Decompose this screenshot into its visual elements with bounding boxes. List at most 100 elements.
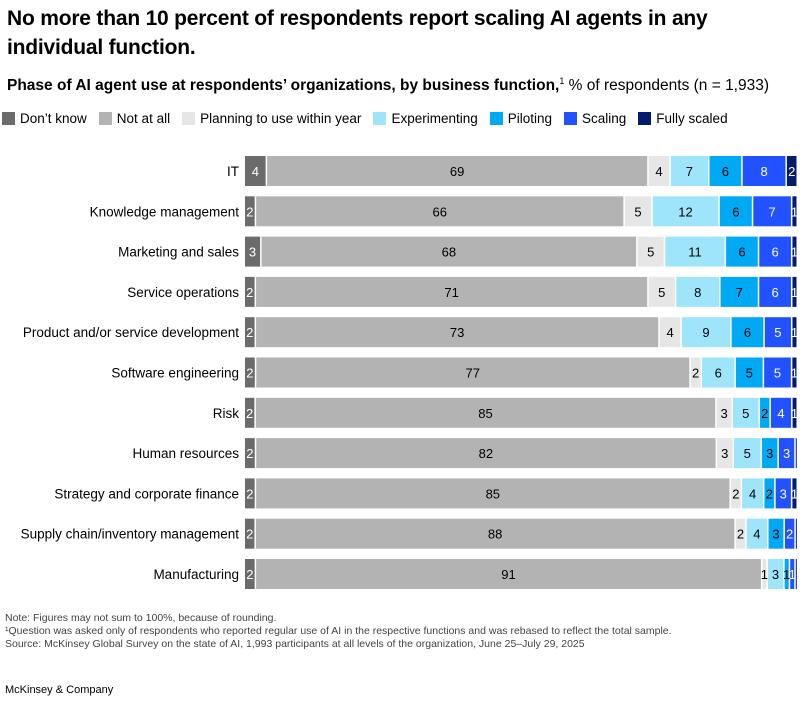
data-label: 1 [791,486,798,501]
legend-swatch [489,112,503,125]
notes: Note: Figures may not sum to 100%, becau… [5,612,672,651]
bar-segment [676,276,720,307]
bar-segment [245,276,255,307]
legend-label: Don’t know [20,111,87,126]
data-label: 6 [722,164,729,179]
legend-label: Not at all [116,111,171,126]
bar-segment [665,236,725,267]
bar-segment [256,478,730,509]
bar-segment [792,357,797,388]
data-label: 4 [753,527,760,542]
data-label: 4 [655,164,662,179]
data-label: 1 [791,245,798,260]
bar-segment [256,357,690,388]
data-label: 3 [249,245,256,260]
data-label: 1 [783,567,790,582]
data-label: 5 [746,366,753,381]
bar-segment [648,156,670,186]
legend-swatch [2,112,15,125]
category-label: Manufacturing [153,567,239,582]
legend-swatch [182,112,196,125]
category-label: Supply chain/inventory management [21,527,240,542]
bar-segment [746,518,768,549]
data-label: 5 [744,446,751,461]
data-label: 4 [666,325,673,340]
data-label: 2 [246,204,253,219]
category-label: Risk [213,406,239,421]
data-label: 3 [783,446,790,461]
data-label: 2 [761,406,768,421]
legend-label: Piloting [507,111,553,126]
bar-segment [760,397,770,428]
bar-segment [795,518,797,549]
data-label: 71 [444,285,458,300]
legend-label: Experimenting [391,111,478,126]
bar-segment [759,236,791,267]
bar-segment [256,438,716,469]
bar-segment [768,518,784,549]
data-label: 3 [766,446,773,461]
data-label: 5 [742,406,749,421]
bar-segment [681,317,731,348]
bar-segment [717,438,733,469]
bar-segment [742,478,763,509]
bar-segment [792,478,797,509]
bar-segment [256,276,648,307]
data-label: 8 [694,285,701,300]
bar-segment [759,276,791,307]
subtitle-bold: Phase of AI agent use at respondents’ or… [7,77,560,95]
data-label: 77 [466,366,480,381]
data-label: 6 [772,245,779,260]
category-label: Strategy and corporate finance [54,486,239,501]
category-label: IT [227,164,239,179]
data-label: 1 [791,325,798,340]
bar-segment [735,357,763,388]
bar-segment [245,236,261,267]
bar-segment [670,156,709,186]
data-label: 2 [788,164,795,179]
bar-segment [624,196,652,227]
bar-segment [733,438,761,469]
footnote-mark: 1 [559,76,565,86]
bar-segment [792,276,797,307]
data-label: 6 [744,325,751,340]
data-label: 6 [738,245,745,260]
legend-label: Scaling [582,111,627,126]
data-label: 8 [760,164,767,179]
data-label: 11 [688,245,702,260]
bar-segment [770,397,792,428]
bar-segment [762,559,767,589]
legend-label: Planning to use within year [200,111,362,126]
data-label: 1 [791,406,798,421]
data-label: 2 [246,406,253,421]
data-label: 2 [692,366,699,381]
data-label: 4 [252,164,259,179]
bar-segment [716,397,732,428]
legend-item: Don’t know [2,111,87,126]
data-label: 85 [486,486,500,501]
data-label: 1 [761,567,768,582]
bar-segment [652,196,719,227]
bar-segment [245,559,255,589]
category-label: Human resources [132,446,239,461]
bar-segment [730,478,741,509]
bar-segment [753,196,791,227]
data-label: 2 [246,325,253,340]
subtitle-rest: % of respondents (n = 1,933) [564,77,770,95]
legend: Don’t know Not at all Planning to use with… [2,111,740,126]
bar-segment [795,438,797,469]
data-label: 5 [774,325,781,340]
data-label: 4 [777,406,784,421]
bar-segment [792,236,797,267]
bar-segment [719,196,752,227]
data-label: 3 [780,486,787,501]
data-label: 2 [246,285,253,300]
bar-segment [732,397,759,428]
data-label: 3 [720,406,727,421]
bar-segment [255,518,735,549]
data-label: 3 [772,567,779,582]
legend-swatch [638,112,652,125]
bar-segment [245,156,266,186]
legend-label: Fully scaled [656,111,728,126]
bar-segment [764,357,791,388]
